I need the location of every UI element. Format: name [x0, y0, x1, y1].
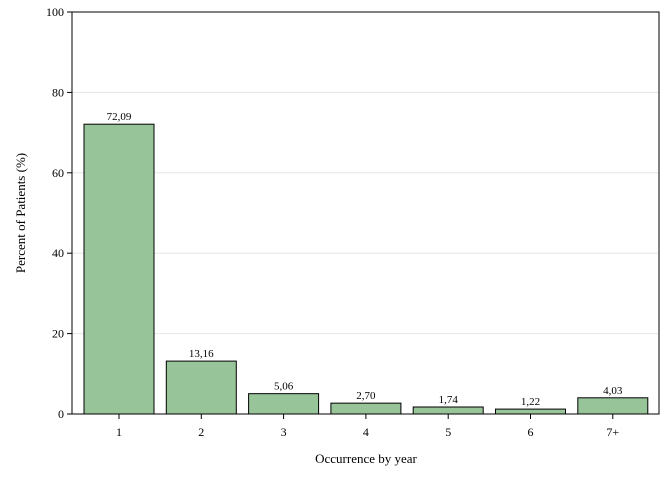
data-label-5: 1,74 — [439, 394, 459, 406]
data-label-6: 1,22 — [521, 396, 540, 408]
x-tick-label: 3 — [281, 425, 287, 439]
data-labels: 72,09 13,16 5,06 2,70 1,74 1,22 4,03 — [107, 111, 623, 408]
y-axis: 0 20 40 60 80 100 — [46, 5, 72, 421]
bar-1 — [83, 123, 155, 415]
y-tick-label: 100 — [46, 5, 64, 19]
bar-3 — [248, 393, 320, 415]
x-tick-label: 7+ — [606, 425, 619, 439]
data-label-1: 72,09 — [107, 111, 132, 123]
x-tick-label: 2 — [198, 425, 204, 439]
data-label-7+: 4,03 — [603, 385, 623, 397]
plot-frame — [71, 11, 660, 415]
bar-5 — [412, 406, 484, 415]
x-tick-label: 4 — [363, 425, 369, 439]
y-tick-label: 40 — [52, 246, 64, 260]
bar-2 — [165, 360, 237, 415]
bar-7+ — [577, 397, 649, 415]
x-tick-label: 6 — [528, 425, 534, 439]
x-axis: 1 2 3 4 5 6 7+ — [116, 414, 619, 439]
data-label-3: 5,06 — [274, 381, 294, 393]
bar-4 — [330, 402, 402, 415]
x-tick-label: 5 — [445, 425, 451, 439]
y-tick-label: 60 — [52, 166, 64, 180]
data-label-2: 13,16 — [189, 348, 214, 360]
y-tick-label: 0 — [58, 407, 64, 421]
x-tick-label: 1 — [116, 425, 122, 439]
bar-6 — [495, 408, 566, 415]
bars — [83, 123, 649, 415]
gridlines — [72, 91, 659, 335]
y-tick-label: 20 — [52, 327, 64, 341]
y-axis-title: Percent of Patients (%) — [13, 153, 28, 273]
y-tick-label: 80 — [52, 85, 64, 99]
x-axis-title: Occurrence by year — [315, 451, 417, 466]
data-label-4: 2,70 — [356, 390, 376, 402]
